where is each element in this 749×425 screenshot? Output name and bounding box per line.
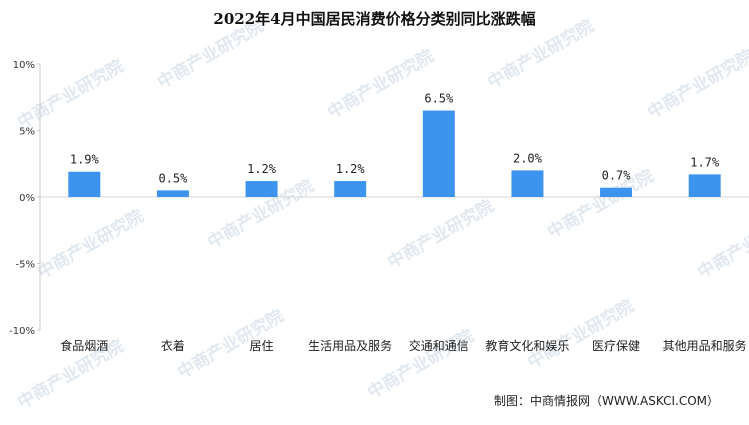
x-category-label: 生活用品及服务 — [308, 338, 392, 353]
data-label: 1.2% — [336, 162, 366, 176]
bar-3 — [245, 181, 278, 197]
data-label: 0.7% — [602, 169, 632, 183]
data-label: 6.5% — [424, 92, 454, 106]
x-category-label: 其他用品和服务 — [663, 338, 747, 353]
y-tick-label: -5% — [16, 260, 35, 271]
chart-title: 2022年4月中国居民消费价格分类别同比涨跌幅 — [213, 10, 536, 28]
data-label: 1.2% — [247, 162, 277, 176]
x-category-label: 居住 — [250, 339, 274, 353]
x-category-label: 交通和通信 — [409, 338, 469, 353]
y-tick-label: 10% — [13, 60, 35, 71]
x-category-label: 衣着 — [161, 338, 185, 353]
bar-7 — [600, 187, 633, 197]
y-tick-label: -10% — [9, 326, 35, 337]
bar-6 — [511, 170, 544, 197]
x-category-label: 医疗保健 — [592, 339, 640, 353]
data-label: 1.9% — [70, 153, 100, 167]
source-note: 制图：中商情报网（WWW.ASKCI.COM） — [494, 394, 719, 408]
bar-8 — [688, 174, 721, 197]
bar-5 — [422, 110, 455, 197]
x-category-label: 教育文化和娱乐 — [485, 338, 569, 353]
bar-2 — [156, 190, 189, 197]
y-tick-label: 0% — [19, 193, 35, 204]
bar-4 — [334, 181, 367, 197]
x-category-label: 食品烟酒 — [60, 338, 108, 353]
data-label: 2.0% — [513, 151, 543, 165]
bar-1 — [68, 171, 101, 197]
y-tick-label: 5% — [19, 127, 35, 138]
data-label: 1.7% — [690, 155, 720, 169]
data-label: 0.5% — [158, 171, 188, 185]
